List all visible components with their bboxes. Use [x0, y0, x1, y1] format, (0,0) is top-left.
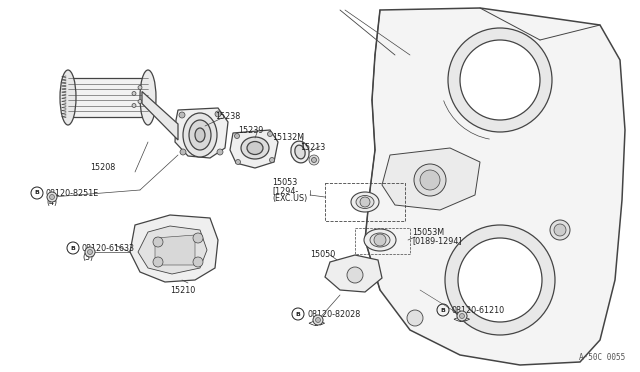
Circle shape — [448, 28, 552, 132]
Text: 15050: 15050 — [310, 250, 335, 259]
Ellipse shape — [247, 141, 263, 154]
Circle shape — [180, 149, 186, 155]
Circle shape — [347, 267, 363, 283]
Text: [0189-1294]: [0189-1294] — [412, 236, 461, 245]
Bar — [325, 183, 405, 221]
Text: A·50C 0055: A·50C 0055 — [579, 353, 625, 362]
Polygon shape — [68, 78, 148, 117]
Ellipse shape — [241, 137, 269, 159]
Bar — [355, 228, 410, 254]
Ellipse shape — [370, 233, 390, 247]
Text: B: B — [440, 308, 445, 312]
Text: 15213: 15213 — [300, 143, 325, 152]
Circle shape — [268, 131, 273, 137]
Circle shape — [153, 237, 163, 247]
Text: 15053: 15053 — [272, 178, 297, 187]
Circle shape — [313, 315, 323, 325]
Text: 15210: 15210 — [170, 286, 195, 295]
Text: [1294-: [1294- — [272, 186, 298, 195]
Circle shape — [138, 99, 142, 103]
Polygon shape — [325, 255, 382, 292]
Circle shape — [460, 314, 465, 318]
Polygon shape — [175, 108, 228, 158]
Circle shape — [309, 155, 319, 165]
Circle shape — [269, 157, 275, 163]
Polygon shape — [155, 235, 195, 265]
Circle shape — [550, 220, 570, 240]
Circle shape — [234, 134, 239, 138]
Ellipse shape — [183, 113, 217, 157]
Circle shape — [153, 257, 163, 267]
Circle shape — [374, 234, 386, 246]
Polygon shape — [130, 215, 218, 282]
Circle shape — [460, 40, 540, 120]
Circle shape — [215, 111, 221, 117]
Text: <2>: <2> — [307, 319, 326, 328]
Circle shape — [49, 195, 54, 199]
Text: 15238: 15238 — [215, 112, 240, 121]
Ellipse shape — [189, 120, 211, 150]
Circle shape — [236, 160, 241, 164]
Circle shape — [132, 92, 136, 96]
Circle shape — [457, 311, 467, 321]
Text: 15239: 15239 — [238, 126, 264, 135]
Circle shape — [47, 192, 57, 202]
Circle shape — [88, 250, 93, 254]
Text: 15053M: 15053M — [412, 228, 444, 237]
Circle shape — [420, 170, 440, 190]
Polygon shape — [142, 92, 178, 140]
Text: 08120-61633: 08120-61633 — [82, 244, 135, 253]
Circle shape — [407, 310, 423, 326]
Text: <2>: <2> — [452, 315, 470, 324]
Polygon shape — [382, 148, 480, 210]
Circle shape — [445, 225, 555, 335]
Ellipse shape — [351, 192, 379, 212]
Ellipse shape — [291, 141, 309, 163]
Polygon shape — [138, 226, 207, 274]
Ellipse shape — [364, 229, 396, 251]
Text: (EXC.US): (EXC.US) — [272, 194, 307, 203]
Circle shape — [179, 112, 185, 118]
Circle shape — [458, 238, 542, 322]
Circle shape — [360, 197, 370, 207]
Circle shape — [193, 233, 203, 243]
Circle shape — [414, 164, 446, 196]
Ellipse shape — [195, 128, 205, 142]
Polygon shape — [230, 130, 278, 168]
Text: 15208: 15208 — [90, 163, 115, 172]
Circle shape — [85, 247, 95, 257]
Text: B: B — [35, 190, 40, 196]
Circle shape — [193, 257, 203, 267]
Text: B: B — [296, 311, 300, 317]
Circle shape — [138, 86, 142, 90]
Circle shape — [217, 149, 223, 155]
Text: 08120-8251E: 08120-8251E — [46, 189, 99, 198]
Circle shape — [312, 157, 317, 163]
Text: (4): (4) — [46, 198, 57, 207]
Text: B: B — [70, 246, 76, 250]
Circle shape — [316, 317, 321, 323]
Text: (3): (3) — [82, 253, 93, 262]
Circle shape — [132, 103, 136, 108]
Polygon shape — [365, 8, 625, 365]
Circle shape — [554, 224, 566, 236]
Ellipse shape — [60, 70, 76, 125]
Text: 08120-82028: 08120-82028 — [307, 310, 360, 319]
Ellipse shape — [140, 70, 156, 125]
Text: 08120-61210: 08120-61210 — [452, 306, 505, 315]
Text: 15132M: 15132M — [272, 133, 304, 142]
Ellipse shape — [295, 145, 305, 159]
Ellipse shape — [356, 196, 374, 208]
